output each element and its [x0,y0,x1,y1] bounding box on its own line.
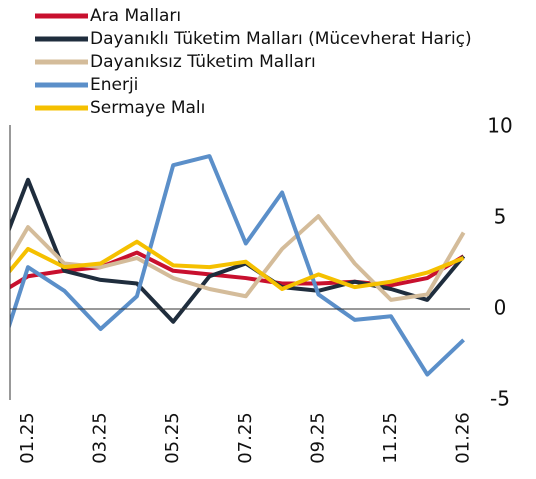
series-line [10,177,466,324]
legend-label: Sermaye Malı [90,98,205,118]
legend-label: Enerji [90,75,138,95]
series-line [10,154,465,377]
y-tick-label: 10 [487,114,512,138]
legend-label: Ara Malları [90,6,181,26]
x-tick-label: 11.25 [380,412,401,464]
series-line [10,250,465,290]
x-tick-label: 09.25 [307,412,328,464]
x-tick-label: 03.25 [90,412,111,464]
y-tick-label: 5 [494,205,507,229]
series-line [10,214,466,302]
plot-lines [10,154,466,377]
legend-label: Dayanıksız Tüketim Malları [90,52,316,72]
legend-label: Dayanıklı Tüketim Malları (Mücevherat Ha… [90,29,472,49]
y-tick-label: -5 [490,387,510,411]
x-tick-label: 01.25 [17,412,38,464]
y-tick-label: 0 [494,296,507,320]
x-tick-label: 07.25 [235,412,256,464]
x-tick-label: 01.26 [453,412,474,464]
series-line [10,239,465,291]
x-tick-label: 05.25 [162,412,183,464]
